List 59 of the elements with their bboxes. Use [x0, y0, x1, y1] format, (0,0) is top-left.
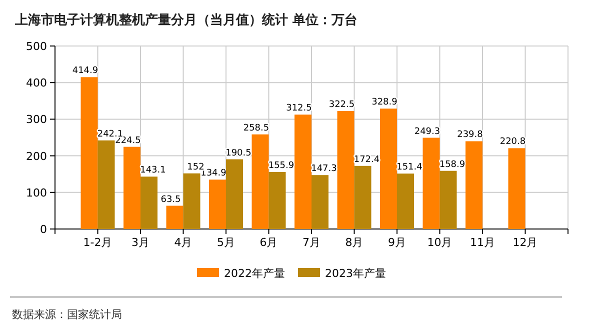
bar — [98, 140, 115, 229]
data-label: 147.3 — [311, 164, 337, 174]
y-tick-label: 100 — [26, 186, 47, 200]
bar — [209, 180, 226, 229]
data-label: 312.5 — [286, 104, 312, 114]
legend-label: 2022年产量 — [224, 267, 285, 280]
data-label: 63.5 — [160, 194, 181, 205]
data-label: 242.1 — [97, 129, 124, 140]
bar — [124, 146, 140, 229]
x-tick-label: 12月 — [512, 236, 538, 249]
bar — [183, 173, 200, 229]
data-label: 152 — [187, 162, 204, 172]
bar — [268, 172, 286, 229]
data-label: 172.4 — [354, 154, 380, 165]
data-label: 258.5 — [243, 123, 270, 134]
bar — [397, 174, 414, 229]
y-tick-label: 0 — [40, 223, 47, 236]
x-tick-label: 6月 — [260, 236, 278, 249]
y-tick-label: 400 — [26, 76, 47, 90]
legend-label: 2023年产量 — [325, 267, 386, 280]
data-label: 151.4 — [396, 162, 423, 173]
chart-title: 上海市电子计算机整机产量分月（当月值）统计 单位：万台 — [14, 12, 358, 28]
data-label: 155.9 — [268, 160, 294, 171]
data-label: 190.5 — [226, 148, 252, 158]
x-tick-label: 3月 — [132, 236, 150, 249]
bar — [312, 175, 328, 229]
bar — [140, 176, 158, 229]
x-tick-label: 10月 — [427, 236, 452, 249]
y-tick-label: 300 — [26, 113, 47, 126]
y-tick-label: 200 — [26, 150, 47, 163]
x-tick-label: 7月 — [302, 236, 320, 249]
bar — [440, 170, 457, 229]
data-label: 220.8 — [500, 137, 526, 148]
data-label: 414.9 — [72, 66, 98, 76]
bar — [466, 141, 482, 229]
bar — [354, 166, 372, 229]
data-label: 143.1 — [140, 166, 166, 176]
bar — [422, 138, 440, 229]
bar — [252, 134, 269, 229]
bar — [380, 108, 397, 229]
bar — [226, 159, 243, 229]
data-label: 322.5 — [328, 100, 355, 110]
bar — [508, 148, 526, 229]
bar — [80, 77, 98, 229]
source-note: 数据来源：国家统计局 — [12, 308, 122, 321]
data-label: 239.8 — [457, 130, 484, 140]
x-tick-label: 5月 — [217, 236, 235, 249]
x-tick-label: 4月 — [174, 236, 192, 249]
data-label: 249.3 — [414, 126, 440, 137]
bar — [294, 114, 312, 229]
data-label: 328.9 — [372, 98, 398, 108]
x-tick-label: 11月 — [470, 236, 495, 249]
data-label: 158.9 — [439, 160, 466, 170]
y-tick-label: 500 — [26, 40, 47, 53]
x-tick-label: 9月 — [388, 236, 406, 249]
bar — [166, 206, 184, 229]
x-tick-label: 1-2月 — [83, 236, 112, 249]
x-tick-label: 8月 — [345, 236, 364, 249]
bar — [337, 110, 354, 229]
